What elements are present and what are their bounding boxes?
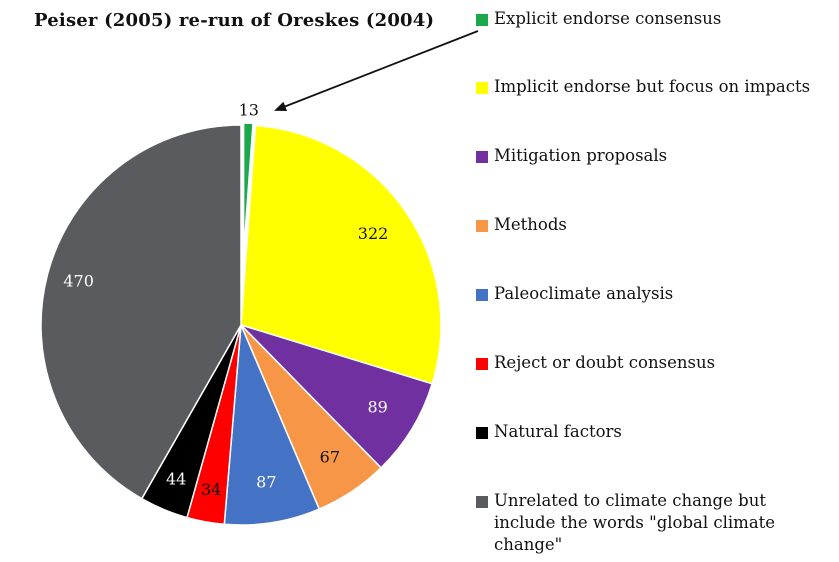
legend-swatch bbox=[476, 358, 488, 370]
pie-slice bbox=[223, 324, 321, 526]
chart-legend: Explicit endorse consensus Implicit endor… bbox=[476, 0, 836, 562]
legend-label: Implicit endorse but focus on impacts bbox=[494, 77, 811, 96]
legend-label: Explicit endorse consensus bbox=[494, 9, 722, 28]
legend-item: Natural factors bbox=[476, 421, 826, 443]
legend-label: Unrelated to climate change but include … bbox=[494, 491, 776, 554]
legend-swatch bbox=[476, 82, 488, 94]
pie-slice bbox=[240, 124, 442, 385]
pie-slice bbox=[40, 124, 242, 500]
pie-value-labels: 13 322 89 67 87 34 44 470 bbox=[63, 101, 388, 499]
pie-slice bbox=[240, 324, 434, 469]
legend-swatch bbox=[476, 496, 488, 508]
callout-arrow bbox=[274, 30, 479, 112]
legend-swatch bbox=[476, 151, 488, 163]
legend-swatch bbox=[476, 289, 488, 301]
slice-value-label: 44 bbox=[166, 469, 186, 488]
legend-item: Implicit endorse but focus on impacts bbox=[476, 76, 826, 98]
legend-item: Unrelated to climate change but include … bbox=[476, 490, 826, 556]
slice-value-label: 13 bbox=[239, 101, 259, 120]
slice-value-label: 322 bbox=[358, 224, 389, 243]
slice-value-label: 87 bbox=[256, 472, 276, 491]
legend-swatch bbox=[476, 220, 488, 232]
pie-slice bbox=[242, 122, 254, 254]
legend-item: Mitigation proposals bbox=[476, 145, 826, 167]
legend-label: Reject or doubt consensus bbox=[494, 353, 716, 372]
legend-label: Mitigation proposals bbox=[494, 146, 668, 165]
legend-item: Paleoclimate analysis bbox=[476, 283, 826, 305]
legend-label: Methods bbox=[494, 215, 567, 234]
slice-value-label: 67 bbox=[320, 448, 340, 467]
legend-label: Natural factors bbox=[494, 422, 622, 441]
slice-value-label: 34 bbox=[201, 480, 221, 499]
legend-label: Paleoclimate analysis bbox=[494, 284, 674, 303]
chart-title: Peiser (2005) re-run of Oreskes (2004) bbox=[34, 10, 435, 31]
slice-value-label: 470 bbox=[63, 271, 94, 290]
legend-swatch bbox=[476, 427, 488, 439]
legend-swatch bbox=[476, 14, 488, 26]
pie-slices bbox=[40, 122, 442, 526]
legend-item: Methods bbox=[476, 214, 826, 236]
legend-item: Reject or doubt consensus bbox=[476, 352, 826, 374]
legend-item: Explicit endorse consensus bbox=[476, 8, 826, 30]
slice-value-label: 89 bbox=[367, 398, 387, 417]
